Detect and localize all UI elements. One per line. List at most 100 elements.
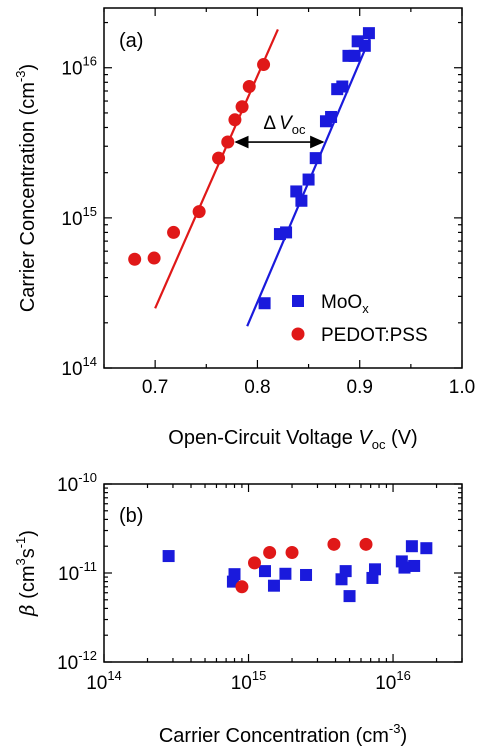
data-point-moox <box>325 110 338 123</box>
legend-label-sub: x <box>362 301 369 316</box>
legend-a: MoOx PEDOT:PSS <box>291 292 428 346</box>
axis-title-end: ) <box>17 530 39 537</box>
x-tick-label-a: 0.7 <box>142 377 168 398</box>
y-tick-label-b: 10-11 <box>58 559 97 585</box>
tick-exponent: 14 <box>83 354 97 369</box>
data-point-pedot <box>242 79 256 93</box>
data-point-moox <box>362 27 375 40</box>
delta-symbol: Δ <box>263 113 276 134</box>
axis-title-sub: oc <box>372 437 386 452</box>
delta-v-var: V <box>279 113 294 134</box>
legend-label: MoOx <box>321 292 369 316</box>
data-point-moox <box>295 194 308 207</box>
data-point-moox <box>302 173 315 186</box>
data-point-pedot <box>359 537 373 551</box>
y-axis-title-a: Carrier Concentration (cm-3) <box>13 64 39 312</box>
x-tick-label-b: 1014 <box>86 668 122 694</box>
delta-voc-label: Δ Voc <box>263 113 306 137</box>
y-tick-label-b: 10-12 <box>57 648 97 674</box>
tick-exponent: 16 <box>83 54 97 69</box>
tick-base: 10 <box>57 653 78 674</box>
data-point-pedot <box>327 537 341 551</box>
x-tick-label-b: 1015 <box>231 668 267 694</box>
data-point-pedot <box>228 113 242 127</box>
tick-exponent: -12 <box>78 648 97 663</box>
tick-exponent: 15 <box>83 204 97 219</box>
y-tick-label-a: 1014 <box>61 354 97 380</box>
data-point-moox <box>258 297 271 310</box>
data-point-pedot <box>285 545 299 559</box>
x-tick-label-a: 1.0 <box>449 377 475 398</box>
data-point-moox <box>309 152 322 165</box>
data-point-moox <box>162 550 175 563</box>
axis-title-end: ) <box>17 64 39 71</box>
axis-title-main: Carrier Concentration (cm <box>17 82 39 312</box>
data-point-pedot <box>192 205 206 219</box>
data-point-moox <box>405 540 418 553</box>
data-point-moox <box>408 559 421 572</box>
axis-title-mid: s <box>17 548 39 558</box>
data-point-pedot <box>235 100 249 114</box>
x-tick-label-a: 0.9 <box>347 377 373 398</box>
tick-base: 10 <box>61 59 82 80</box>
data-point-moox <box>258 565 271 578</box>
data-point-moox <box>358 39 371 52</box>
data-point-moox <box>267 579 280 592</box>
x-axis-title-b: Carrier Concentration (cm-3) <box>159 721 407 747</box>
axis-title-sup: -3 <box>13 71 28 83</box>
tick-exponent: 14 <box>107 668 121 683</box>
data-point-moox <box>348 49 361 62</box>
panel-label-b: (b) <box>119 505 143 527</box>
data-point-moox <box>279 567 292 580</box>
data-point-pedot <box>221 135 235 149</box>
tick-exponent: 16 <box>396 668 410 683</box>
data-point-moox <box>343 590 356 603</box>
delta-v-sub: oc <box>292 122 306 137</box>
data-point-moox <box>300 568 313 581</box>
x-tick-label-a: 0.8 <box>244 377 270 398</box>
data-point-moox <box>398 561 411 574</box>
legend-marker-pedot <box>291 327 305 341</box>
axis-title-main: Open-Circuit Voltage <box>168 427 358 449</box>
data-point-moox <box>420 542 433 555</box>
axis-title-main: (cm <box>17 566 39 605</box>
data-point-pedot <box>167 225 181 239</box>
tick-base: 10 <box>57 475 78 496</box>
data-point-pedot <box>147 251 161 265</box>
panel-label-a: (a) <box>119 30 143 52</box>
axis-title-main: Carrier Concentration (cm <box>159 725 389 747</box>
fit-line-pedotpss <box>154 28 279 309</box>
y-tick-label-a: 1016 <box>61 54 97 80</box>
axis-title-end: ) <box>400 725 407 747</box>
y-tick-label-b: 10-10 <box>57 470 97 496</box>
tick-base: 10 <box>61 359 82 380</box>
data-point-pedot <box>128 252 142 266</box>
data-point-moox <box>339 565 352 578</box>
x-axis-title-a: Open-Circuit Voltage Voc (V) <box>168 427 417 452</box>
data-point-moox <box>368 563 381 576</box>
axis-title-unit: (V) <box>385 427 417 449</box>
legend-label-main: PEDOT:PSS <box>321 325 428 346</box>
data-point-pedot <box>235 580 249 594</box>
tick-base: 10 <box>58 564 79 585</box>
tick-exponent: 15 <box>252 668 266 683</box>
tick-base: 10 <box>61 209 82 230</box>
data-point-moox <box>290 185 303 198</box>
axis-title-sup2: -1 <box>13 537 28 549</box>
y-tick-label-a: 1015 <box>61 204 97 230</box>
legend-label: PEDOT:PSS <box>321 325 428 346</box>
data-point-pedot <box>212 151 226 165</box>
tick-base: 10 <box>375 673 396 694</box>
data-point-pedot <box>257 58 271 72</box>
data-point-moox <box>280 226 293 239</box>
data-point-moox <box>228 568 241 581</box>
tick-exponent: -10 <box>78 470 97 485</box>
axis-title-sup: -3 <box>389 721 401 736</box>
tick-exponent: -11 <box>79 559 97 574</box>
plot-frame-a <box>103 7 463 369</box>
x-tick-label-b: 1016 <box>375 668 411 694</box>
data-point-moox <box>336 80 349 93</box>
